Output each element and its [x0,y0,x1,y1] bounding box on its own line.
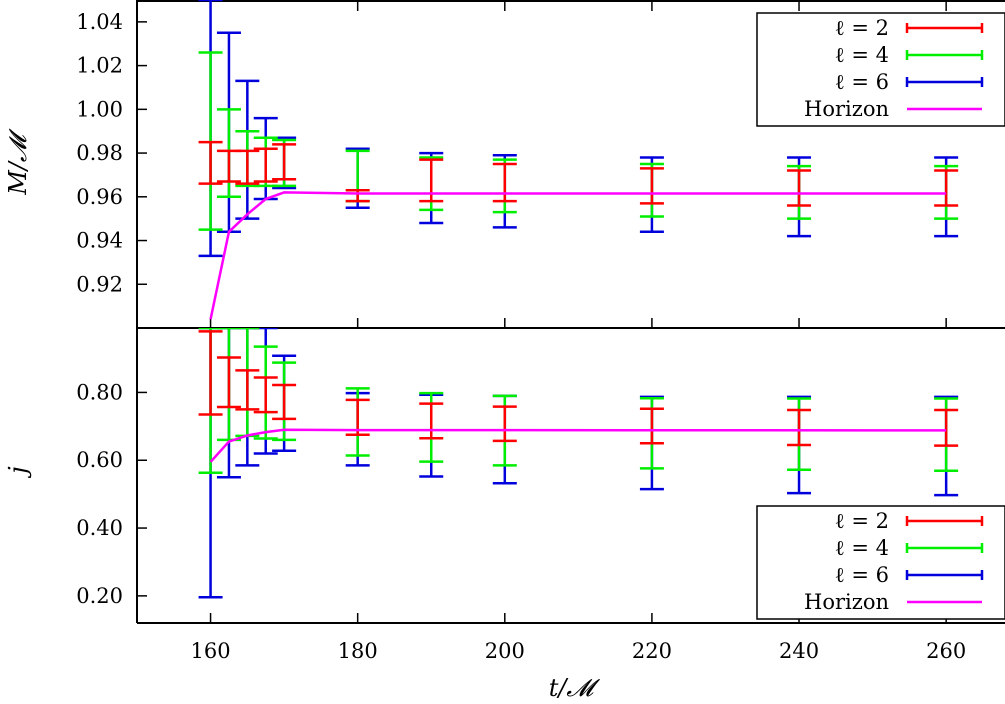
series-l2 [198,140,959,207]
y-tick-label: 0.80 [76,380,123,404]
y-axis-label: M/𝓜 [4,128,32,196]
plot-area [198,328,959,599]
y-tick-label: 0.98 [76,141,123,165]
horizon-line [209,191,947,320]
panel-top: 0.920.940.960.981.001.021.04M/𝓜ℓ = 2ℓ = … [4,0,1005,329]
y-tick-label: 0.40 [76,516,123,540]
series-l2 [198,330,959,447]
legend-box [756,505,1005,620]
legend-label: ℓ = 6 [835,563,889,587]
y-tick-label: 1.04 [76,10,123,34]
x-axis-label: t/𝓜 [549,674,601,702]
y-tick-label: 1.00 [76,97,123,121]
x-tick-label: 200 [485,639,525,663]
legend-label: ℓ = 2 [835,16,889,40]
legend-label: Horizon [804,590,889,614]
legend-box [756,12,1005,127]
x-tick-label: 180 [338,639,378,663]
legend: ℓ = 2 ℓ = 4 ℓ = 6 Horizon [756,505,1005,620]
y-tick-label: 0.94 [76,229,123,253]
series-l4 [198,328,959,475]
legend-label: ℓ = 4 [835,536,889,560]
y-axis-label: j [4,466,32,479]
legend-label: ℓ = 6 [835,70,889,94]
y-tick-label: 0.96 [76,185,123,209]
y-tick-label: 0.60 [76,448,123,472]
panel-bottom: 0.20 0.40 0.60 0.80 160 180 200 220 240 260 j t/𝓜 ℓ … [4,328,1005,702]
x-tick-label: 220 [632,639,672,663]
y-tick-label: 0.20 [76,584,123,608]
legend-label: Horizon [804,97,889,121]
plot-area [198,0,959,320]
legend-label: ℓ = 2 [835,509,889,533]
x-tick-label: 260 [926,639,966,663]
legend: ℓ = 2 ℓ = 4 ℓ = 6 Horizon [756,12,1005,127]
x-tick-label: 160 [191,639,231,663]
y-tick-label: 0.92 [76,272,123,296]
x-tick-label: 240 [779,639,819,663]
horizon-line [209,428,947,463]
legend-label: ℓ = 4 [835,43,889,67]
y-tick-label: 1.02 [76,54,123,78]
